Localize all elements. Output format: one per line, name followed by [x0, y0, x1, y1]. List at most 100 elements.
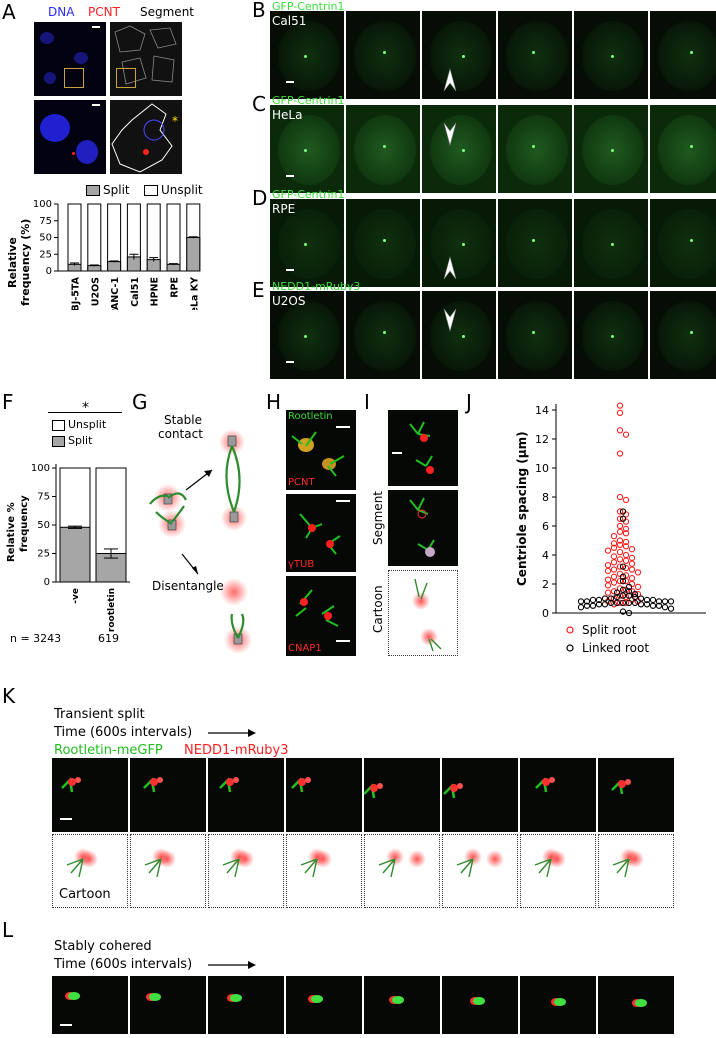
linked-root-point [619, 577, 627, 585]
legend-unsplit-f: Unsplit [68, 418, 107, 431]
x-tick-label: HeLa KY [189, 277, 200, 310]
gtub-label: γTUB [288, 559, 315, 570]
split-root-point [634, 583, 642, 591]
l-frame [364, 976, 440, 1034]
segment-label-i: Segment [371, 491, 385, 545]
linked-root-point [619, 599, 627, 606]
k-time: Time (600s intervals) [54, 725, 193, 740]
y-tick-label: 0 [46, 266, 52, 277]
legend-unsplit-swatch [52, 420, 65, 431]
split-root-point [604, 576, 612, 583]
k-cartoon-frame [598, 834, 674, 908]
panel-k-letter: K [2, 684, 16, 708]
split-root-point [616, 541, 624, 548]
segment-label-a: Segment [140, 5, 194, 19]
split-root-point [610, 595, 618, 602]
centriole-dot [611, 55, 614, 58]
centriole-dot [532, 331, 535, 334]
scale-bar [92, 26, 100, 28]
i-image-raw [388, 410, 458, 486]
disentangle-label: Disentangle [152, 579, 224, 593]
timelapse-frame: Cal51 [270, 11, 344, 99]
linked-root-point [625, 588, 633, 595]
bar-split [186, 237, 201, 272]
linked-root-point [619, 586, 627, 593]
linked-root-point [625, 609, 633, 617]
x-tick-label: +GFP-rootletin [107, 588, 117, 632]
k-cartoon-frame [364, 834, 440, 908]
panel-g-letter: G [132, 390, 148, 414]
linked-root-point [589, 602, 597, 609]
significance-line [48, 412, 122, 413]
centriole-dot [690, 331, 693, 334]
ylabel-a-1: Relative [6, 237, 19, 288]
ylabel-f-2: frequency [19, 495, 30, 552]
split-root-point [616, 522, 624, 530]
linked-root-point [577, 598, 585, 605]
linked-root-point [619, 508, 627, 515]
scale-bar [60, 1024, 72, 1026]
scale-bar [336, 640, 350, 642]
scale-bar [286, 81, 294, 83]
timelapse-frame [498, 105, 572, 193]
y-tick-label: 75 [39, 216, 52, 227]
bar-unsplit [87, 203, 102, 272]
linked-root-point [619, 515, 627, 522]
linked-root-point [601, 595, 609, 602]
k-marker-green: Rootletin-meGFP [54, 743, 163, 758]
linked-root-point [643, 596, 651, 604]
split-root-point [628, 575, 636, 582]
j-legend-linked: Linked root [582, 641, 649, 655]
stable-label-1: Stable [164, 413, 203, 427]
k-cartoon-frame [286, 834, 362, 908]
k-frame [52, 758, 128, 832]
timelapse-frame [650, 11, 716, 99]
split-root-point [628, 554, 636, 562]
timelapse-frame [346, 105, 420, 193]
marker-label: GFP-Centrin1 [272, 94, 345, 107]
split-root-point [610, 573, 618, 580]
split-root-point [604, 589, 612, 596]
segment-zoom-image: * [110, 100, 182, 174]
linked-root-point [637, 601, 645, 608]
linked-root-point [613, 599, 621, 606]
scale-bar [60, 818, 72, 820]
y-tick-label: 50 [39, 233, 52, 244]
bar-split [87, 265, 102, 272]
split-root-point [610, 588, 618, 595]
n-label: n = 3243 [10, 632, 62, 645]
scale-bar [392, 452, 402, 454]
legend-split-a: Split [103, 183, 130, 197]
j-legend-split: Split root [582, 623, 637, 637]
y-tick-label: 100 [31, 463, 50, 474]
cell-line-label: U2OS [272, 294, 306, 308]
linked-root-point [631, 599, 639, 606]
ylabel-a-2: frequency (%) [19, 219, 32, 306]
x-tick-label: PANC-1 [110, 277, 121, 310]
split-root-point [616, 515, 624, 522]
k-cartoon-frame [208, 834, 284, 908]
l-frame [208, 976, 284, 1034]
split-root-point [616, 563, 624, 570]
split-root-point [628, 566, 636, 573]
panel-d-letter: D [252, 186, 268, 210]
split-root-point [616, 427, 624, 434]
k-time-arrow [208, 729, 256, 737]
timelapse-frame: HeLa [270, 105, 344, 193]
centriole-dot [304, 243, 307, 246]
linked-root-point [643, 601, 651, 608]
panel-j-letter: J [466, 390, 472, 414]
l-frame [286, 976, 362, 1034]
centriole-dot [383, 331, 386, 334]
k-cartoon-frame [130, 834, 206, 908]
l-time-arrow [208, 961, 256, 969]
panel-f-letter: F [2, 390, 14, 414]
scale-bar [336, 500, 350, 502]
x-tick-label: BJ-5TA [71, 276, 82, 310]
y-tick-label: 100 [33, 199, 52, 210]
k-frame [286, 758, 362, 832]
linked-root-point [601, 601, 609, 608]
centriole-dot [383, 145, 386, 148]
scale-bar [286, 361, 294, 363]
centriole-dot [462, 149, 465, 152]
